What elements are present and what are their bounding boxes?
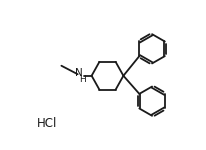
Text: N: N (75, 68, 83, 78)
Text: HCl: HCl (37, 117, 57, 130)
Text: H: H (79, 75, 86, 84)
